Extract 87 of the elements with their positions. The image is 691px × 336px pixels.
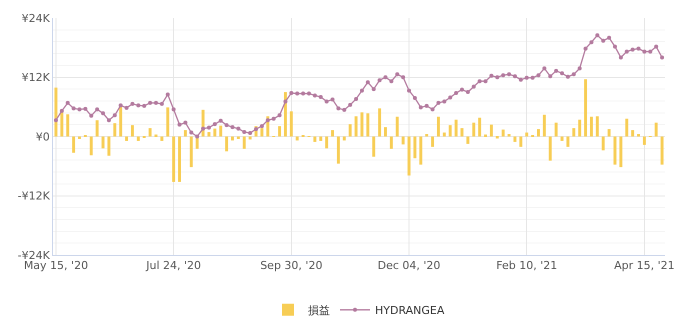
bar [136,136,140,141]
bar [466,136,470,144]
x-tick-label: Sep 30, '20 [260,259,322,272]
bar [413,136,416,158]
bar [619,136,622,168]
bar [572,128,576,136]
bar [578,120,582,136]
x-tick-label: Jul 24, '20 [145,259,202,272]
bar [442,132,446,136]
bar [336,136,340,164]
bar [360,112,364,136]
bar [660,136,664,165]
bar [378,108,382,136]
bar [207,132,210,136]
bar [642,136,646,145]
bar [225,136,228,152]
bar [342,136,346,140]
y-tick-label: -¥24K [18,248,51,262]
x-tick-label: Feb 10, '21 [496,259,558,272]
y-tick-label: -¥12K [18,190,51,203]
bar [325,136,328,148]
bar [554,122,558,136]
bar [542,114,546,136]
bar [348,124,352,136]
bar [313,136,316,142]
bar [354,116,358,136]
bar [190,136,193,168]
bar [608,129,611,136]
bar [390,136,393,149]
bar [130,125,134,136]
bar [631,130,634,136]
bar [560,136,564,141]
x-tick-label: Dec 04, '20 [378,259,440,272]
x-tick-label: May 15, '20 [24,259,88,272]
bar [502,130,505,136]
bar [537,129,540,136]
bar [231,136,234,140]
bar [602,136,605,150]
bar [278,126,282,136]
bar [431,136,434,147]
bar [372,136,376,157]
bar [436,116,440,136]
bar [654,122,658,136]
bar [178,136,181,182]
bar [107,136,110,156]
bar [448,125,452,136]
bar [172,136,176,182]
bar [160,136,164,141]
bar [66,114,70,136]
bar [478,118,482,136]
x-tick-label: Apr 15, '21 [614,259,675,272]
bar [384,127,387,136]
legend-label: 損益 [308,304,330,318]
y-tick-label: ¥12K [22,71,51,84]
bar [102,136,104,148]
bar [284,92,287,136]
bar [296,136,299,140]
bar [290,111,293,136]
bar [454,120,458,136]
bar [54,88,58,136]
bar [184,130,187,136]
legend-label: HYDRANGEA [375,304,445,318]
bar [96,120,99,136]
bar [513,136,516,142]
bar [519,136,522,147]
bar [460,128,464,136]
bar [525,132,528,136]
bar [614,136,616,165]
bar [148,128,152,136]
bar [590,116,593,136]
bar [596,116,599,136]
bar [125,136,128,141]
y-tick-label: ¥24K [22,12,51,25]
y-tick-label: ¥0 [36,130,50,144]
bar [213,128,216,136]
bar [490,124,493,136]
bar [248,136,252,140]
bar [72,136,76,153]
bar [219,126,222,136]
bar [419,136,422,165]
bar [408,136,410,176]
bar [366,113,370,136]
bar [584,79,588,136]
bar [566,136,570,147]
bar [402,136,405,144]
bar [331,130,334,136]
bar [113,123,116,136]
